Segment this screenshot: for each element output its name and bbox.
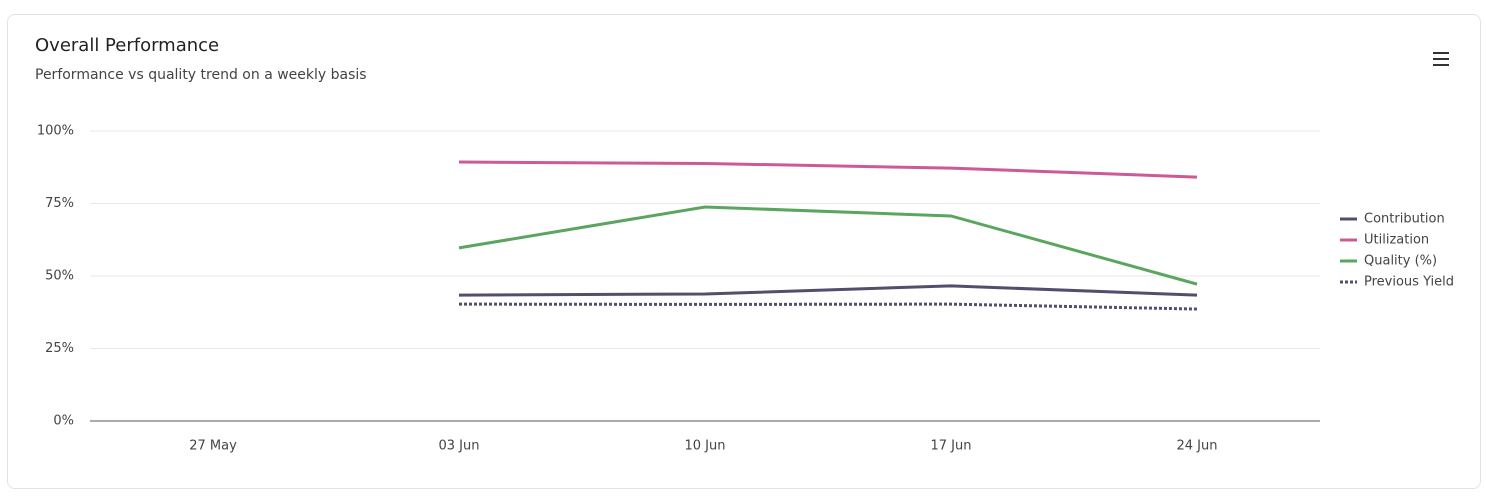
menu-icon[interactable] (1433, 52, 1449, 66)
y-tick-label: 25% (45, 341, 74, 356)
y-tick-label: 100% (37, 124, 74, 139)
line-series (458, 302, 1198, 311)
x-tick-label: 27 May (189, 439, 237, 454)
legend-label: Contribution (1364, 212, 1445, 227)
y-tick-label: 75% (45, 196, 74, 211)
card (7, 14, 1481, 489)
legend-label: Quality (%) (1364, 254, 1437, 269)
y-tick-label: 0% (53, 414, 74, 429)
line-series (458, 160, 1198, 179)
x-tick-label: 03 Jun (439, 439, 480, 454)
chart-title: Overall Performance (35, 35, 219, 56)
y-tick-label: 50% (45, 269, 74, 284)
chart-subtitle: Performance vs quality trend on a weekly… (35, 67, 367, 83)
x-tick-label: 17 Jun (931, 439, 972, 454)
line-series (458, 205, 1198, 286)
x-tick-label: 10 Jun (685, 439, 726, 454)
x-tick-label: 24 Jun (1177, 439, 1218, 454)
legend-label: Previous Yield (1364, 275, 1454, 290)
legend-label: Utilization (1364, 233, 1429, 248)
line-series (458, 284, 1198, 297)
